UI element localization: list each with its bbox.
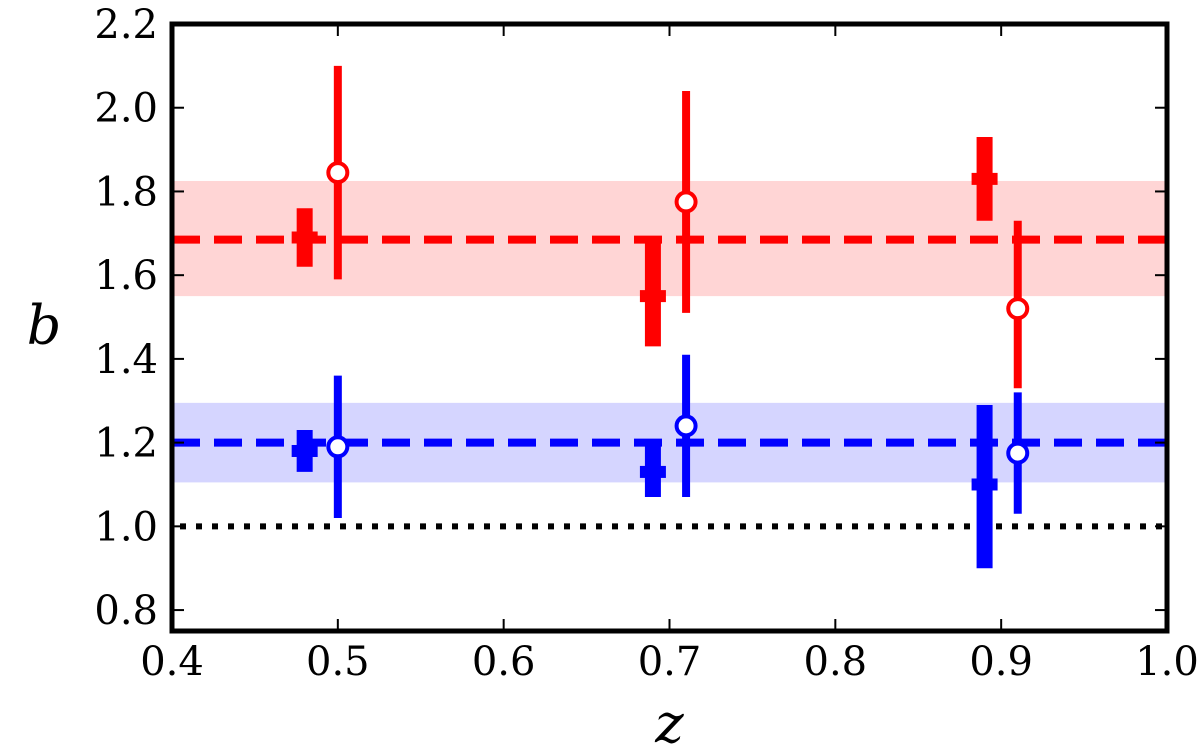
y-tick-label: 1.4	[94, 337, 158, 383]
y-tick-label: 2.2	[94, 2, 158, 48]
y-tick-label: 2.0	[94, 86, 158, 132]
red-open-marker	[674, 190, 698, 214]
y-tick-label: 1.0	[94, 504, 158, 550]
blue-filled-marker	[639, 465, 666, 478]
blue-filled-marker	[971, 478, 998, 491]
blue-filled-marker	[291, 444, 318, 457]
x-tick-label: 0.9	[969, 639, 1033, 685]
x-axis-label: z	[654, 692, 684, 749]
red-open-marker	[1006, 297, 1030, 321]
red-filled-marker	[971, 172, 998, 185]
red-filled-marker	[639, 290, 666, 303]
y-tick-labels: 0.8 1.0 1.2 1.4 1.6 1.8 2.0 2.2	[94, 2, 158, 634]
x-tick-label: 0.6	[472, 639, 536, 685]
y-axis-label: b	[27, 294, 62, 357]
blue-open-marker	[674, 414, 698, 438]
y-tick-label: 1.8	[94, 169, 158, 215]
data-markers	[291, 161, 1030, 491]
x-tick-label: 0.8	[804, 639, 868, 685]
axis-ticks	[171, 23, 1168, 631]
x-tick-label: 1.0	[1135, 639, 1199, 685]
blue-open-marker	[326, 435, 350, 459]
y-tick-label: 1.6	[94, 253, 158, 299]
error-bars	[296, 65, 1022, 569]
red-filled-marker	[291, 231, 318, 244]
y-tick-label: 1.2	[94, 421, 158, 467]
red-open-marker	[326, 161, 350, 185]
y-tick-label: 0.8	[94, 588, 158, 634]
x-tick-label: 0.4	[140, 639, 204, 685]
blue-open-marker	[1006, 441, 1030, 465]
x-tick-label: 0.7	[638, 639, 702, 685]
x-tick-label: 0.5	[306, 639, 370, 685]
x-tick-labels: 0.4 0.5 0.6 0.7 0.8 0.9 1.0	[140, 639, 1199, 685]
